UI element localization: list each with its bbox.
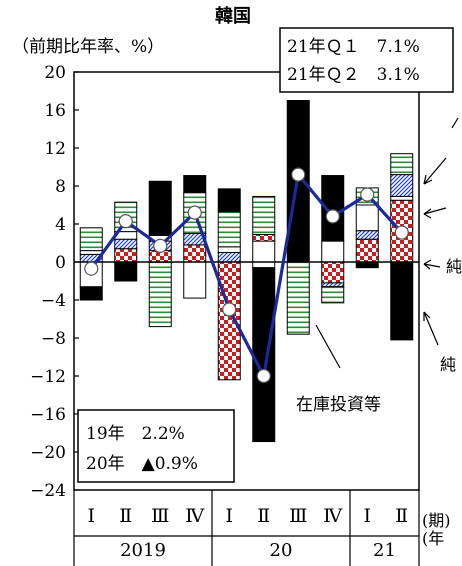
y-tick-label: −20 <box>30 443 66 463</box>
y-tick-label: 8 <box>55 177 66 197</box>
bar-seg-black <box>79 286 103 301</box>
gdp-growth-point <box>394 225 409 240</box>
gdp-growth-point <box>325 209 340 224</box>
bar-seg-green <box>390 153 414 176</box>
y-tick-label: 0 <box>55 253 66 273</box>
x-tick-label-year: 20 <box>270 540 293 561</box>
y-tick-label: 4 <box>55 215 66 235</box>
bar-seg-blue <box>390 174 414 197</box>
annual-growth-2020: 20年 ▲0.9% <box>86 454 198 474</box>
bar-seg-check <box>252 233 276 242</box>
gdp-growth-point <box>222 302 237 317</box>
bar-seg-check <box>114 248 138 263</box>
bar-seg-black <box>183 175 207 194</box>
gdp-growth-point <box>118 214 133 229</box>
x-tick-label-quarter: Ⅲ <box>289 505 307 527</box>
latest-growth-q2: 21年Ｑ２ 3.1% <box>287 65 420 85</box>
bar-seg-green <box>217 211 241 248</box>
annual-growth-box <box>77 409 235 483</box>
bar-seg-white <box>79 250 103 255</box>
inventory-label: 在庫投資等 <box>296 395 381 415</box>
bar-seg-blue <box>217 252 241 263</box>
y-tick-label: −8 <box>41 329 66 349</box>
gdp-growth-point <box>153 238 168 253</box>
x-tick-label-quarter: Ⅰ <box>87 505 95 527</box>
right-pointer-arrows <box>423 117 459 346</box>
bar-seg-blue <box>114 238 138 250</box>
bar-seg-green <box>286 261 310 335</box>
y-tick-label: 20 <box>44 63 66 83</box>
gdp-growth-point <box>291 167 306 182</box>
x-tick-label-quarter: Ⅰ <box>225 505 233 527</box>
latest-growth-q1: 21年Ｑ１ 7.1% <box>287 37 420 57</box>
bar-seg-blue <box>321 282 345 288</box>
plot-frame <box>73 71 420 491</box>
inventory-leader-line <box>315 324 341 369</box>
x-tick-label-quarter: Ⅳ <box>185 505 205 527</box>
bar-seg-white <box>252 261 276 269</box>
x-tick-label-year: 2019 <box>120 540 166 561</box>
y-axis-unit-label: （前期比年率、%） <box>12 37 164 57</box>
y-tick-label: −16 <box>30 405 66 425</box>
bar-seg-check <box>355 238 379 263</box>
bar-seg-white <box>183 261 207 299</box>
annual-growth-2019: 19年 2.2% <box>86 424 185 444</box>
y-tick-label: 16 <box>44 101 66 121</box>
bar-seg-black <box>114 261 138 282</box>
x-axis-period-suffix: (期) <box>422 511 451 530</box>
right-label-low: 純 <box>440 355 456 374</box>
bar-seg-blue <box>355 230 379 240</box>
bar-seg-black <box>355 261 379 269</box>
y-tick-label: −24 <box>30 481 66 501</box>
chart-title: 韓国 <box>215 5 251 27</box>
x-axis-year-suffix: (年 <box>422 529 444 548</box>
bar-seg-green <box>321 286 345 304</box>
x-tick-label-quarter: Ⅱ <box>257 505 270 527</box>
bar-seg-white <box>252 240 276 263</box>
bar-seg-green <box>252 195 276 235</box>
gdp-growth-point <box>360 187 375 202</box>
y-tick-label: 12 <box>44 139 66 159</box>
y-tick-label: −12 <box>30 367 66 387</box>
bar-seg-green <box>79 227 103 252</box>
x-tick-label-quarter: Ⅲ <box>151 505 169 527</box>
y-tick-label: −4 <box>41 291 66 311</box>
x-tick-label-year: 21 <box>373 540 396 561</box>
x-tick-label-quarter: Ⅰ <box>363 505 371 527</box>
bar-seg-black <box>148 180 172 236</box>
latest-growth-box <box>279 27 454 93</box>
gdp-growth-point <box>187 205 202 220</box>
bar-seg-check <box>321 261 345 284</box>
bar-seg-white <box>321 240 345 263</box>
x-tick-label-quarter: Ⅱ <box>119 505 132 527</box>
bar-seg-white <box>355 204 379 232</box>
bar-seg-check <box>183 244 207 263</box>
gdp-growth-point <box>256 368 271 384</box>
gdp-growth-point <box>84 261 99 276</box>
bar-seg-white <box>390 195 414 201</box>
bar-seg-white <box>217 246 241 254</box>
bar-seg-black <box>390 261 414 341</box>
x-tick-label-quarter: Ⅱ <box>395 505 408 527</box>
bar-seg-black <box>252 267 276 443</box>
x-tick-label-quarter: Ⅳ <box>323 505 343 527</box>
right-label-mid: 純 <box>446 257 462 276</box>
bar-seg-black <box>217 188 241 213</box>
gdp-growth-line <box>89 170 403 381</box>
bar-seg-green <box>148 261 172 328</box>
